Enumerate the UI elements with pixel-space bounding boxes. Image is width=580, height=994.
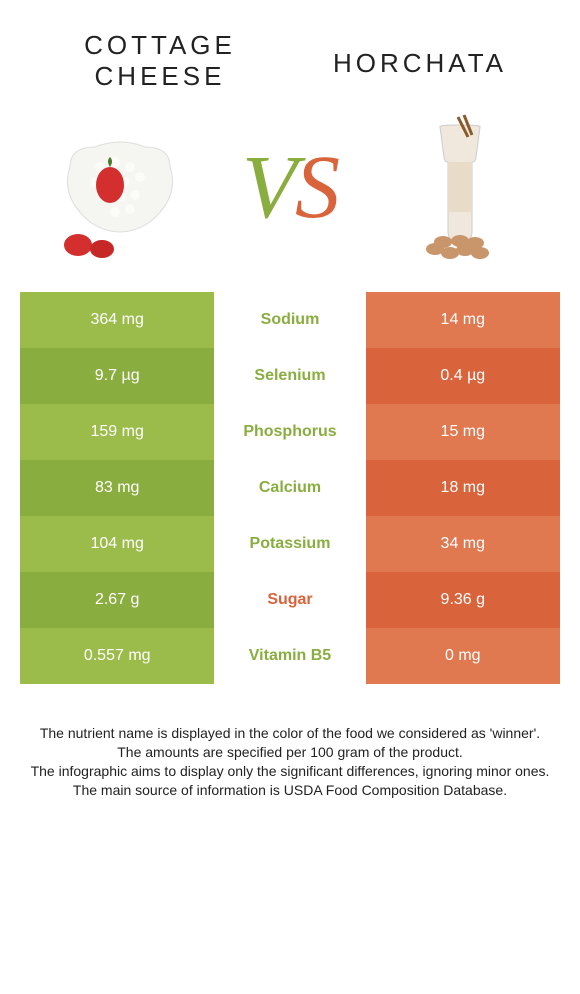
images-row: VS	[20, 92, 560, 292]
left-value-cell: 9.7 µg	[20, 348, 214, 404]
table-row: 159 mgPhosphorus15 mg	[20, 404, 560, 460]
footer-line-2: The amounts are specified per 100 gram o…	[30, 743, 550, 762]
vs-s: S	[295, 138, 338, 237]
footer-line-3: The infographic aims to display only the…	[30, 762, 550, 781]
left-value-cell: 104 mg	[20, 516, 214, 572]
table-row: 2.67 gSugar9.36 g	[20, 572, 560, 628]
nutrient-label-cell: Vitamin B5	[214, 628, 365, 684]
right-title: HORCHATA	[333, 48, 507, 78]
vs-label: VS	[242, 136, 338, 239]
left-title-line2: CHEESE	[95, 61, 226, 91]
nutrient-label-cell: Sugar	[214, 572, 365, 628]
nutrient-label-cell: Potassium	[214, 516, 365, 572]
left-value-cell: 83 mg	[20, 460, 214, 516]
table-row: 364 mgSodium14 mg	[20, 292, 560, 348]
right-value-cell: 14 mg	[366, 292, 560, 348]
nutrient-label-cell: Selenium	[214, 348, 365, 404]
table-row: 104 mgPotassium34 mg	[20, 516, 560, 572]
left-food-image	[40, 107, 200, 267]
right-value-cell: 15 mg	[366, 404, 560, 460]
right-value-cell: 0 mg	[366, 628, 560, 684]
right-value-cell: 34 mg	[366, 516, 560, 572]
right-food-title: HORCHATA	[310, 48, 530, 79]
nutrient-label-cell: Sodium	[214, 292, 365, 348]
table-row: 9.7 µgSelenium0.4 µg	[20, 348, 560, 404]
left-value-cell: 364 mg	[20, 292, 214, 348]
footer-line-1: The nutrient name is displayed in the co…	[30, 724, 550, 743]
left-value-cell: 159 mg	[20, 404, 214, 460]
right-value-cell: 18 mg	[366, 460, 560, 516]
footer-notes: The nutrient name is displayed in the co…	[20, 684, 560, 800]
left-food-title: COTTAGE CHEESE	[50, 30, 270, 92]
right-value-cell: 9.36 g	[366, 572, 560, 628]
left-value-cell: 2.67 g	[20, 572, 214, 628]
vs-v: V	[242, 138, 295, 237]
nutrient-table: 364 mgSodium14 mg9.7 µgSelenium0.4 µg159…	[20, 292, 560, 684]
nutrient-label-cell: Phosphorus	[214, 404, 365, 460]
footer-line-4: The main source of information is USDA F…	[30, 781, 550, 800]
left-value-cell: 0.557 mg	[20, 628, 214, 684]
nutrient-label-cell: Calcium	[214, 460, 365, 516]
left-title-line1: COTTAGE	[84, 30, 236, 60]
header: COTTAGE CHEESE HORCHATA	[20, 20, 560, 92]
right-food-image	[380, 107, 540, 267]
comparison-infographic: COTTAGE CHEESE HORCHATA	[0, 0, 580, 994]
right-value-cell: 0.4 µg	[366, 348, 560, 404]
table-row: 83 mgCalcium18 mg	[20, 460, 560, 516]
table-row: 0.557 mgVitamin B50 mg	[20, 628, 560, 684]
